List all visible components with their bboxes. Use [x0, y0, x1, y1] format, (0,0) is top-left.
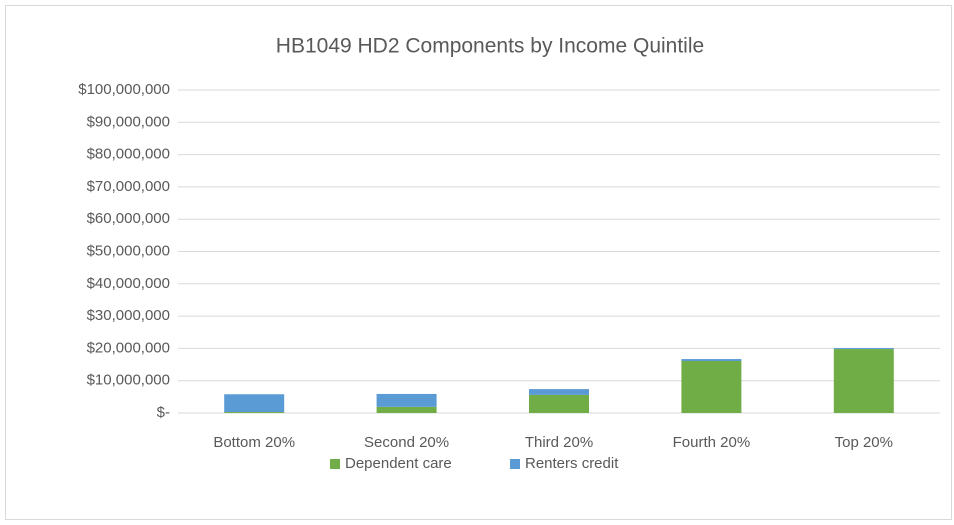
y-tick-label: $-	[157, 404, 170, 421]
x-tick-label: Fourth 20%	[673, 434, 751, 451]
x-tick-label: Top 20%	[835, 434, 893, 451]
y-tick-label: $10,000,000	[87, 372, 170, 389]
bar-segment	[529, 389, 589, 395]
chart-frame	[5, 5, 952, 520]
bar-segment	[681, 360, 742, 413]
x-tick-label: Bottom 20%	[213, 434, 295, 451]
legend-swatch	[330, 459, 340, 469]
bar-segment	[224, 412, 285, 413]
y-tick-label: $100,000,000	[78, 81, 170, 98]
bar-segment	[529, 394, 589, 413]
x-tick-label: Second 20%	[364, 434, 449, 451]
bar-segment	[833, 349, 894, 413]
bar-segment	[224, 394, 285, 413]
y-tick-label: $70,000,000	[87, 178, 170, 195]
legend-label: Dependent care	[345, 455, 452, 472]
y-tick-label: $90,000,000	[87, 113, 170, 130]
legend-swatch	[510, 459, 520, 469]
y-tick-label: $30,000,000	[87, 307, 170, 324]
bar-segment	[681, 359, 742, 361]
legend-label: Renters credit	[525, 455, 619, 472]
y-tick-label: $40,000,000	[87, 275, 170, 292]
bar-segment	[376, 406, 437, 413]
bar-segment	[376, 393, 437, 407]
y-tick-label: $20,000,000	[87, 339, 170, 356]
chart-title: HB1049 HD2 Components by Income Quintile	[276, 35, 704, 58]
y-tick-label: $60,000,000	[87, 210, 170, 227]
x-tick-label: Third 20%	[525, 434, 593, 451]
bar-segment	[833, 348, 894, 350]
y-tick-label: $80,000,000	[87, 146, 170, 163]
y-tick-label: $50,000,000	[87, 242, 170, 259]
